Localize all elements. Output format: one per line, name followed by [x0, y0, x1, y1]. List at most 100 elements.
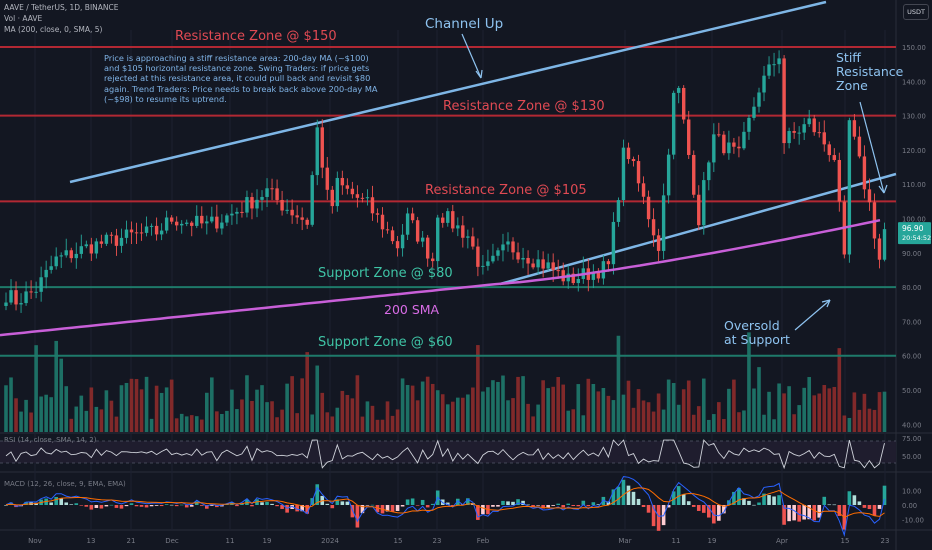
volume-bar [852, 392, 857, 432]
macd-histogram-bar [762, 493, 766, 505]
volume-bar [686, 380, 691, 432]
candle-body [747, 117, 751, 132]
symbol-header[interactable]: AAVE / TetherUS, 1D, BINANCE [4, 3, 119, 12]
macd-histogram-bar [139, 505, 144, 507]
macd-histogram-bar [450, 505, 455, 506]
macd-histogram-bar [456, 498, 460, 505]
macd-histogram-bar [852, 495, 857, 505]
volume-bar [430, 383, 435, 432]
rsi-line [5, 439, 885, 470]
volume-bar [461, 397, 465, 432]
price-axis-label: 120.00 [902, 147, 926, 155]
candle-body [265, 188, 269, 197]
candle-body [671, 92, 676, 155]
volume-bar [109, 400, 114, 432]
currency-button[interactable]: USDT [903, 4, 929, 20]
volume-indicator-label[interactable]: Vol · AAVE [4, 14, 43, 23]
price-axis-label: 130.00 [902, 113, 926, 121]
level-label-105: Resistance Zone @ $105 [425, 183, 587, 198]
candle-body [752, 106, 756, 118]
volume-bar [601, 387, 606, 432]
volume-bar [215, 411, 219, 432]
candle-body [461, 225, 465, 238]
volume-bar [300, 378, 304, 432]
macd-histogram-bar [199, 505, 204, 506]
price-axis-label: 50.00 [902, 387, 921, 395]
candle-body [225, 215, 229, 223]
level-label-80: Support Zone @ $80 [318, 266, 453, 281]
macd-histogram-bar [305, 505, 309, 514]
annotation-oversold: Oversold at Support [724, 318, 790, 347]
annotation-stiff-resistance: Stiff Resistance Zone [836, 50, 904, 93]
annotation-arrow [794, 299, 831, 331]
volume-bar [626, 380, 631, 432]
candle-body [375, 213, 380, 215]
volume-bar [435, 390, 440, 432]
volume-bar [420, 381, 425, 432]
macd-histogram-bar [767, 495, 771, 505]
volume-bar [797, 405, 801, 432]
volume-bar [225, 410, 229, 432]
macd-histogram-bar [496, 505, 500, 507]
candle-body [84, 244, 89, 247]
time-axis-label: 11 [672, 537, 681, 545]
candle-body [164, 217, 169, 231]
volume-bar [315, 365, 320, 432]
volume-bar [210, 377, 214, 432]
candle-body [466, 236, 470, 238]
candle-body [712, 134, 716, 163]
volume-bar [581, 415, 586, 432]
volume-bar [701, 378, 706, 432]
candle-body [250, 197, 254, 209]
macd-histogram-bar [240, 503, 244, 505]
macd-histogram-bar [576, 505, 581, 507]
candle-body [395, 241, 400, 249]
macd-histogram-bar [300, 505, 304, 512]
channel-lower-line [499, 172, 897, 286]
macd-histogram-bar [827, 504, 832, 506]
volume-bar [722, 419, 726, 432]
macd-histogram-bar [215, 505, 219, 508]
volume-bar [827, 388, 832, 432]
macd-histogram-bar [360, 505, 365, 514]
macd-histogram-bar [611, 489, 616, 505]
volume-bar [571, 409, 576, 432]
volume-bar [54, 340, 58, 432]
volume-bar [707, 419, 711, 432]
macd-histogram-bar [862, 505, 867, 508]
volume-bar [29, 412, 33, 432]
macd-histogram-bar [601, 496, 606, 505]
candle-body [797, 132, 801, 134]
volume-bar [250, 400, 254, 432]
candle-body [682, 87, 686, 120]
macd-histogram-bar [420, 499, 425, 505]
macd-histogram-bar [94, 505, 99, 508]
macd-histogram-bar [626, 485, 631, 505]
macd-histogram-bar [737, 487, 741, 505]
volume-bar [717, 402, 721, 432]
candle-body [235, 211, 239, 214]
candle-body [621, 147, 626, 201]
macd-histogram-bar [355, 505, 360, 528]
volume-bar [712, 414, 716, 432]
volume-bar [94, 406, 99, 432]
volume-bar [34, 345, 38, 432]
volume-bar [812, 395, 817, 432]
volume-bar [114, 416, 119, 432]
volume-bar [737, 412, 741, 432]
macd-histogram-bar [24, 501, 28, 505]
last-price-label: 96.90 [902, 224, 924, 233]
ma-indicator-label[interactable]: MA (200, close, 0, SMA, 5) [4, 25, 103, 34]
candle-body [737, 146, 741, 149]
candle-body [34, 291, 38, 293]
candle-body [285, 209, 289, 211]
macd-histogram-bar [481, 505, 485, 515]
macd-histogram-bar [681, 494, 686, 505]
candle-body [431, 258, 435, 262]
candle-body [195, 215, 199, 226]
volume-bar [235, 409, 239, 432]
candle-body [717, 134, 721, 136]
macd-histogram-bar [260, 502, 264, 505]
